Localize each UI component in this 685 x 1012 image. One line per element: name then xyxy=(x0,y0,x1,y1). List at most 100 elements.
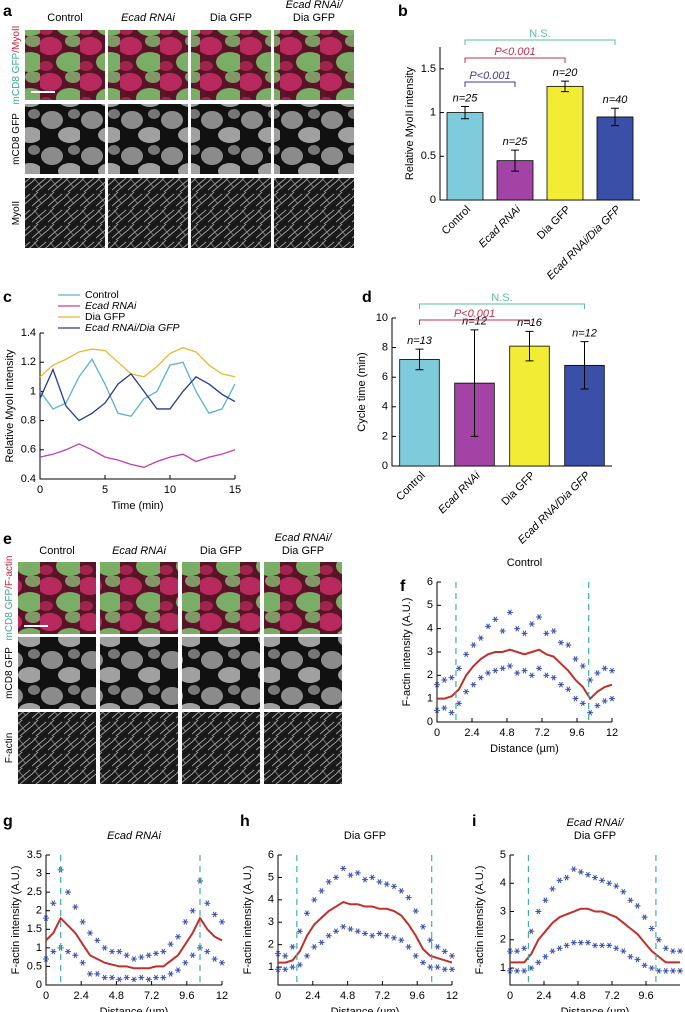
sample-size: n=12 xyxy=(462,316,487,328)
data-point xyxy=(506,663,513,669)
y-tick-label: 5 xyxy=(427,599,433,611)
x-tick-label: 7.2 xyxy=(144,990,159,1002)
data-point xyxy=(182,919,189,925)
y-tick-label: 0 xyxy=(430,194,436,206)
data-point xyxy=(325,932,332,939)
bar xyxy=(546,85,584,201)
data-point xyxy=(219,959,225,966)
panel-letter: b xyxy=(398,3,408,20)
significance-label: N.S. xyxy=(529,28,550,40)
mean-line xyxy=(278,900,453,964)
chart-title: Control xyxy=(507,557,542,569)
y-tick-label: 0 xyxy=(427,716,433,728)
mean-line xyxy=(510,907,680,964)
data-point xyxy=(72,904,79,910)
chart-title: Ecad RNAi xyxy=(107,830,161,842)
data-point xyxy=(145,952,152,959)
x-tick-label: 7.2 xyxy=(375,990,390,1002)
data-point xyxy=(570,866,577,872)
mean-line xyxy=(437,648,613,701)
legend-label: Dia GFP xyxy=(85,311,125,323)
row-label: mCD8 GFP xyxy=(11,113,22,165)
data-point xyxy=(175,967,181,973)
micrograph xyxy=(274,30,354,100)
data-point xyxy=(620,888,627,895)
data-point xyxy=(514,625,521,632)
micrograph xyxy=(264,562,342,634)
data-point xyxy=(669,948,676,954)
data-point xyxy=(427,937,434,944)
data-point xyxy=(514,968,521,974)
data-point xyxy=(641,914,648,921)
data-point xyxy=(398,937,405,944)
data-point xyxy=(275,950,281,957)
y-tick-label: 1 xyxy=(500,962,506,974)
data-point xyxy=(369,874,376,881)
column-label: Dia GFP xyxy=(282,545,324,557)
y-axis-label: Relative MyoII intensity xyxy=(404,66,416,180)
micrograph xyxy=(18,712,96,784)
y-tick-label: 4 xyxy=(427,623,433,635)
data-point xyxy=(175,933,181,940)
data-point xyxy=(109,974,115,981)
data-point xyxy=(606,942,613,949)
column-label: Ecad RNAi/ xyxy=(286,0,344,11)
data-point xyxy=(634,956,641,963)
data-point xyxy=(627,897,634,904)
data-point xyxy=(347,926,354,932)
data-point xyxy=(116,976,123,983)
data-point xyxy=(470,642,477,648)
sample-size: n=25 xyxy=(453,92,479,104)
data-point xyxy=(354,870,361,876)
data-point xyxy=(167,941,174,947)
data-point xyxy=(648,925,655,932)
x-tick-label: Dia GFP xyxy=(535,204,573,242)
data-point xyxy=(72,952,79,959)
y-tick-label: 5 xyxy=(268,871,274,883)
bar xyxy=(596,116,634,201)
x-tick-label: Ecad RNAi xyxy=(477,203,524,250)
data-point xyxy=(304,953,310,959)
data-point xyxy=(606,880,613,887)
data-point xyxy=(521,968,528,974)
data-point xyxy=(383,881,390,887)
x-tick-label: 0 xyxy=(43,990,49,1002)
x-tick-label: 2.4 xyxy=(74,990,89,1002)
bar xyxy=(509,345,550,467)
significance-bracket xyxy=(464,81,516,87)
error-bar xyxy=(525,330,534,362)
data-point xyxy=(189,952,196,959)
data-point xyxy=(662,968,669,974)
data-point xyxy=(563,942,570,949)
micrograph xyxy=(191,30,271,100)
y-tick-label: 1.2 xyxy=(21,356,36,368)
data-point xyxy=(620,948,627,954)
panel-letter: d xyxy=(362,289,372,306)
data-point xyxy=(528,928,535,935)
micrograph xyxy=(191,178,271,248)
data-point xyxy=(556,877,563,884)
row-label: MyoII xyxy=(11,201,22,225)
data-point xyxy=(587,709,594,716)
data-point xyxy=(550,628,557,634)
y-tick-label: 1 xyxy=(30,385,36,397)
y-tick-label: 1.5 xyxy=(421,63,436,75)
data-point xyxy=(577,869,584,875)
data-point xyxy=(282,966,289,973)
error-bar xyxy=(415,348,424,371)
data-point xyxy=(514,948,521,954)
data-point xyxy=(333,928,339,935)
data-point xyxy=(427,964,434,970)
significance-label: N.S. xyxy=(491,292,512,304)
y-tick-label: 2 xyxy=(427,669,433,681)
data-point xyxy=(584,939,591,946)
data-point xyxy=(601,665,608,672)
significance-bracket xyxy=(419,303,585,309)
data-point xyxy=(455,700,462,707)
y-tick-label: 0 xyxy=(382,460,388,472)
x-tick-label: 0 xyxy=(434,727,440,739)
data-point xyxy=(405,944,412,950)
y-tick-label: 1.5 xyxy=(27,923,42,935)
data-point xyxy=(549,948,556,954)
x-axis-label: Distance (µm) xyxy=(490,743,559,755)
